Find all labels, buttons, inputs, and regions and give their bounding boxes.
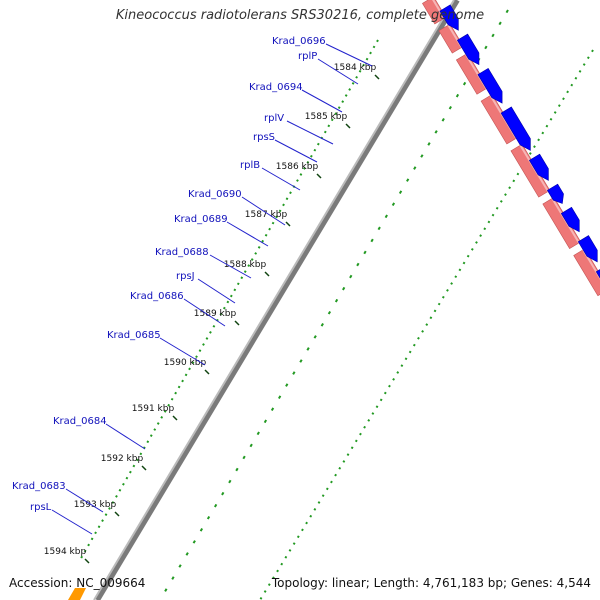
ruler-tick-mark	[234, 320, 240, 326]
gene-label: Krad_0686	[130, 291, 184, 302]
gene-label: rpsS	[253, 132, 275, 143]
gene-leader-line	[51, 509, 93, 535]
ruler-tick-mark	[316, 173, 322, 179]
ruler-tick-label: 1585 kbp	[305, 112, 348, 122]
genome-title: Kineococcus radiotolerans SRS30216, comp…	[115, 8, 485, 23]
gene-band-track	[422, 0, 600, 297]
gene-label: Krad_0683	[12, 481, 66, 492]
gene-label: rplP	[298, 51, 317, 62]
ruler-tick-label: 1591 kbp	[132, 404, 175, 414]
gene-leader-line	[317, 58, 359, 85]
gc-dot-tracks	[79, 9, 594, 600]
orange-feature	[68, 588, 86, 600]
ruler-tick-mark	[84, 558, 90, 564]
feature-track	[68, 4, 600, 600]
ruler-tick-label: 1587 kbp	[245, 210, 288, 220]
gene-label: Krad_0685	[107, 330, 161, 341]
gene-label: Krad_0689	[174, 214, 228, 225]
ruler-tick-mark	[172, 415, 178, 421]
forward-feature-arrow	[439, 4, 459, 31]
gene-leader-line	[105, 423, 146, 450]
ruler-tick-label: 1584 kbp	[334, 63, 377, 73]
gene-label: Krad_0696	[272, 36, 326, 47]
gene-label: Krad_0684	[53, 416, 107, 427]
ruler-tick-mark	[204, 369, 210, 375]
ruler-ticks: 1584 kbp 1585 kbp 1586 kbp 1587 kbp 1588 kbp…	[44, 63, 380, 564]
ruler-tick-mark	[285, 221, 291, 227]
ruler-tick-label: 1588 kbp	[224, 260, 267, 270]
summary-text: Topology: linear; Length: 4,761,183 bp; …	[271, 576, 591, 590]
gene-leader-line	[301, 89, 343, 113]
forward-feature-arrow	[560, 206, 580, 233]
gc-track	[259, 49, 594, 600]
gene-leader-line	[159, 337, 206, 366]
gene-label: rplB	[240, 160, 260, 171]
ruler-tick-mark	[141, 465, 147, 471]
gene-leader-line	[197, 278, 236, 304]
gene-band-segment	[573, 248, 600, 297]
gene-leader-line	[274, 139, 318, 163]
gene-leader-line	[286, 120, 334, 145]
gc-track	[159, 9, 509, 600]
gene-labels: Krad_0696 rplP Krad_0694 rplV rpsS rplB Krad_0…	[12, 36, 373, 535]
gene-label: rpsL	[30, 502, 52, 513]
gene-leader-line	[261, 167, 301, 191]
backbone-line	[94, 0, 460, 600]
gene-leader-line	[325, 43, 373, 67]
gene-leader-line	[209, 254, 252, 279]
ruler-tick-label: 1590 kbp	[164, 358, 207, 368]
forward-feature-arrow	[528, 153, 549, 181]
gene-label: Krad_0688	[155, 247, 209, 258]
ruler-tick-label: 1593 kbp	[74, 500, 117, 510]
gene-label: rpsJ	[176, 271, 195, 282]
ruler-tick-label: 1594 kbp	[44, 547, 87, 557]
forward-feature-arrow	[595, 269, 600, 279]
forward-feature-arrow	[456, 33, 480, 66]
forward-feature-arrow	[577, 235, 598, 263]
gene-label: rplV	[264, 113, 284, 124]
gene-leader-line	[183, 298, 226, 327]
gene-label: Krad_0694	[249, 82, 303, 93]
gene-label: Krad_0690	[188, 189, 242, 200]
ruler-tick-label: 1586 kbp	[276, 162, 319, 172]
ruler-tick-label: 1589 kbp	[194, 309, 237, 319]
gene-leader-line	[65, 488, 104, 513]
backbone-highlight	[93, 0, 455, 600]
ruler-tick-mark	[374, 74, 380, 80]
gene-leader-line	[241, 196, 286, 226]
ruler-tick-mark	[345, 123, 351, 129]
gene-leader-line	[226, 221, 269, 247]
accession-text: Accession: NC_009664	[9, 576, 146, 590]
forward-feature-arrow	[500, 106, 531, 151]
ruler-tick-mark	[114, 511, 120, 517]
forward-feature-arrow	[546, 183, 564, 204]
forward-feature-arrow	[477, 67, 503, 104]
ruler-tick-mark	[264, 271, 270, 277]
ruler-tick-label: 1592 kbp	[101, 454, 144, 464]
gc-track	[79, 39, 379, 561]
backbone-track	[93, 0, 460, 600]
